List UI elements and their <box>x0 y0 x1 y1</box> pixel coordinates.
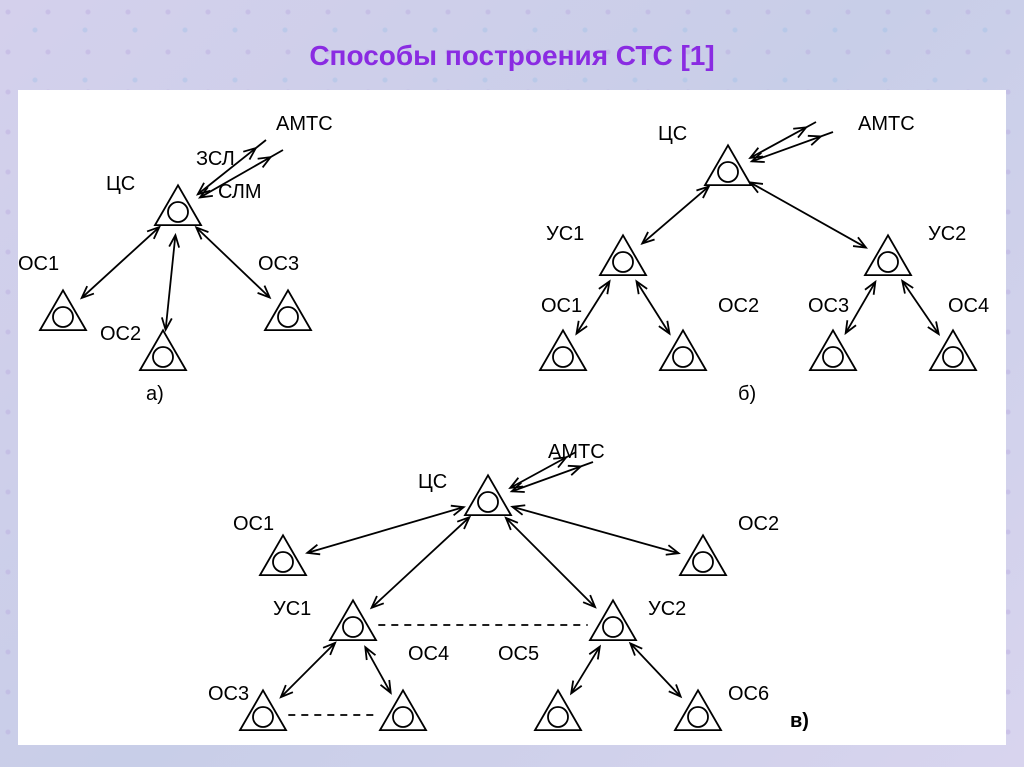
node-circle-oc2 <box>673 347 693 367</box>
external-label: ЗСЛ <box>196 148 235 170</box>
node-circle-cs <box>168 202 188 222</box>
external-label: СЛМ <box>218 181 262 203</box>
node-circle-oc6 <box>688 707 708 727</box>
edge <box>372 517 470 608</box>
arrowhead <box>902 281 913 294</box>
node-label: ЦС <box>418 471 447 493</box>
node-label: ОС2 <box>738 513 779 535</box>
diagram-svg: АМТС ЗСЛ СЛМ ЦС ОС1 ОС2 ОС3 а) АМТС ЦС УС1 УС2 ОС1 ОС… <box>18 90 1006 745</box>
arrowhead <box>659 321 670 334</box>
edge <box>166 235 176 330</box>
edge <box>281 643 335 697</box>
diagram-caption: а) <box>146 383 164 405</box>
node-label: ОС6 <box>728 683 769 705</box>
external-label: АМТС <box>858 113 915 135</box>
diagram-caption: б) <box>738 383 756 405</box>
node-circle-oc5 <box>548 707 568 727</box>
edge <box>846 282 876 333</box>
diagram-canvas: АМТС ЗСЛ СЛМ ЦС ОС1 ОС2 ОС3 а) АМТС ЦС УС1 УС2 ОС1 ОС… <box>18 90 1006 745</box>
node-circle-oc2 <box>153 347 173 367</box>
arrowhead <box>865 282 875 295</box>
node-label: ОС3 <box>208 683 249 705</box>
external-label: АМТС <box>548 441 605 463</box>
edge <box>637 281 670 333</box>
edge <box>365 647 390 693</box>
arrowhead <box>571 681 582 694</box>
node-label: ОС1 <box>18 253 59 275</box>
node-circle-oc1 <box>553 347 573 367</box>
node-label: ОС3 <box>808 295 849 317</box>
sub-caption-v: в) <box>790 710 809 733</box>
edge <box>82 227 160 298</box>
node-circle-oc1 <box>273 552 293 572</box>
external-label: АМТС <box>276 113 333 135</box>
node-circle-us1 <box>343 617 363 637</box>
edge <box>630 643 680 696</box>
node-circle-oc1 <box>53 307 73 327</box>
node-circle-oc4 <box>393 707 413 727</box>
node-circle-oc2 <box>693 552 713 572</box>
arrowhead <box>589 647 600 660</box>
node-circle-oc3 <box>278 307 298 327</box>
arrowhead <box>846 320 856 333</box>
node-circle-oc3 <box>253 707 273 727</box>
node-label: ЦС <box>658 123 687 145</box>
edge <box>750 182 866 247</box>
edge <box>512 507 678 553</box>
node-label: ЦС <box>106 173 135 195</box>
node-label: УС2 <box>928 223 966 245</box>
node-circle-oc4 <box>943 347 963 367</box>
node-label: ОС1 <box>233 513 274 535</box>
arrowhead <box>928 321 939 334</box>
node-circle-oc3 <box>823 347 843 367</box>
node-circle-us1 <box>613 252 633 272</box>
node-circle-cs <box>718 162 738 182</box>
arrowhead <box>750 182 763 192</box>
node-label: ОС2 <box>718 295 759 317</box>
edge <box>307 507 463 553</box>
node-circle-cs <box>478 492 498 512</box>
edge <box>571 647 600 694</box>
node-label: ОС5 <box>498 643 539 665</box>
edge <box>642 186 709 243</box>
node-label: ОС2 <box>100 323 141 345</box>
page-title: Способы построения СТС [1] <box>0 40 1024 72</box>
node-circle-us2 <box>878 252 898 272</box>
arrowhead <box>853 237 866 247</box>
node-label: ОС1 <box>541 295 582 317</box>
arrowhead <box>637 281 648 294</box>
node-label: УС1 <box>546 223 584 245</box>
node-label: ОС4 <box>948 295 989 317</box>
arrowhead <box>599 281 610 294</box>
node-label: УС2 <box>648 598 686 620</box>
edge <box>902 281 938 334</box>
edge <box>506 518 595 607</box>
node-label: УС1 <box>273 598 311 620</box>
arrowhead <box>258 157 271 167</box>
arrowhead <box>577 321 588 334</box>
node-label: ОС4 <box>408 643 449 665</box>
node-label: ОС3 <box>258 253 299 275</box>
node-circle-us2 <box>603 617 623 637</box>
